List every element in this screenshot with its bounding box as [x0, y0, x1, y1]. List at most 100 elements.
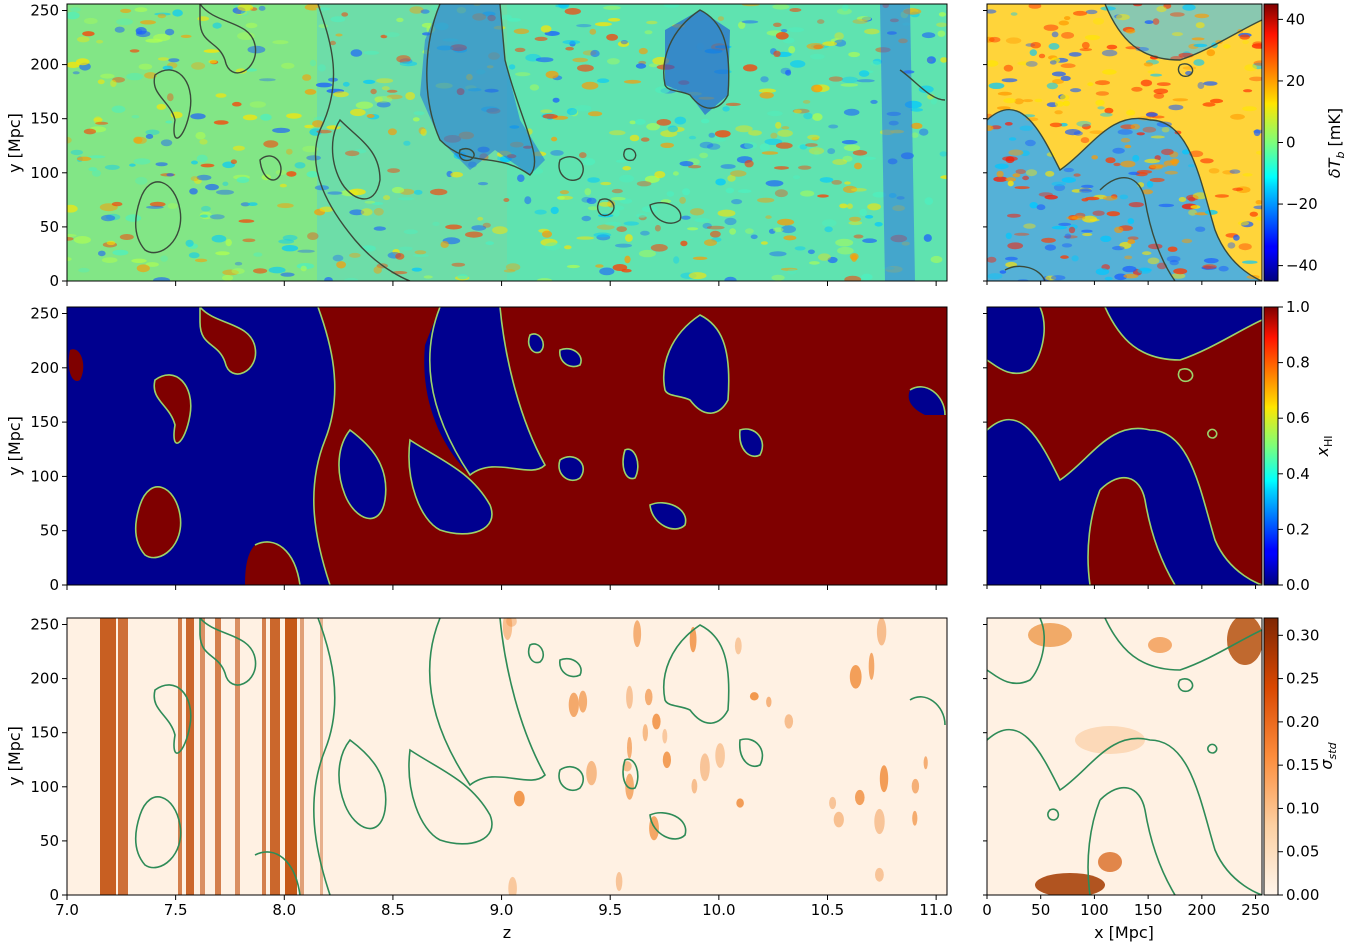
- colorbar-tick-label: 0.6: [1286, 409, 1310, 427]
- dtb-slice-speckle: [1022, 175, 1029, 181]
- dtb-lightcone-speckle: [803, 112, 813, 120]
- dtb-slice-texture: [987, 4, 1262, 281]
- sigma-lightcone-blob: [615, 872, 623, 891]
- dtb-lightcone-speckle: [91, 169, 102, 177]
- dtb-slice-speckle: [1085, 9, 1098, 15]
- dtb-lightcone-speckle: [775, 142, 793, 149]
- dtb-slice-speckle: [988, 82, 1005, 90]
- dtb-lightcone-speckle: [654, 171, 666, 179]
- dtb-slice-speckle: [1061, 243, 1073, 248]
- dtb-lightcone-speckle: [679, 196, 686, 204]
- dtb-lightcone-speckle: [588, 111, 603, 117]
- xhi-lightcone-contour: [134, 307, 946, 585]
- dtb-slice-speckle: [1044, 244, 1056, 251]
- dtb-lightcone-speckle: [167, 93, 174, 102]
- dtb-lightcone-speckle: [242, 114, 258, 121]
- dtb-lightcone-speckle: [111, 201, 123, 207]
- dtb-slice-speckle: [1124, 144, 1132, 149]
- dtb-lightcone-speckle: [172, 9, 183, 17]
- ylabel-bottom: y [Mpc]: [5, 726, 24, 786]
- dtb-lightcone-speckle: [317, 64, 326, 72]
- dtb-lightcone-speckle: [342, 81, 350, 87]
- dtb-lightcone-speckle: [744, 141, 758, 150]
- dtb-lightcone-speckle: [249, 101, 266, 108]
- dtb-lightcone-speckle: [780, 267, 798, 271]
- dtb-lightcone-speckle: [655, 86, 670, 94]
- dtb-lightcone-speckle: [348, 188, 366, 196]
- dtb-slice-speckle: [1119, 194, 1129, 200]
- dtb-lightcone-speckle: [799, 144, 808, 150]
- dtb-slice-speckle: [1161, 148, 1174, 156]
- dtb-lightcone-speckle: [234, 261, 243, 266]
- y-tick-label: 0: [49, 886, 59, 904]
- x-tick-label: 7.5: [164, 901, 188, 919]
- dtb-lightcone-speckle: [98, 250, 106, 257]
- dtb-lightcone-speckle: [205, 183, 219, 191]
- dtb-lightcone-speckle: [216, 189, 234, 195]
- dtb-lightcone-speckle: [926, 56, 937, 64]
- dtb-slice-speckle: [1204, 209, 1218, 215]
- dtb-slice-speckle: [1148, 243, 1163, 250]
- dtb-lightcone-speckle: [839, 203, 848, 209]
- dtb-lightcone-speckle: [843, 185, 858, 193]
- dtb-lightcone-speckle: [83, 128, 96, 135]
- dtb-lightcone-speckle: [540, 238, 558, 247]
- sigma-slice-hotspot-5: [1098, 852, 1122, 872]
- dtb-slice-speckle: [1054, 110, 1063, 115]
- dtb-lightcone-speckle: [694, 218, 710, 223]
- dtb-lightcone-speckle: [260, 113, 272, 121]
- dtb-lightcone-speckle: [623, 221, 639, 226]
- sigma-lightcone-blob: [627, 736, 632, 759]
- dtb-lightcone-speckle: [420, 128, 427, 136]
- dtb-slice-speckle: [1195, 22, 1205, 29]
- y-tick-label: 100: [30, 778, 59, 796]
- dtb-lightcone-speckle: [350, 108, 366, 117]
- dtb-lightcone-speckle: [278, 239, 295, 244]
- sigma-lightcone-blob: [736, 798, 744, 808]
- dtb-lightcone-speckle: [572, 57, 588, 63]
- dtb-lightcone-speckle: [936, 22, 947, 28]
- dtb-lightcone-speckle: [136, 264, 150, 273]
- dtb-lightcone-speckle: [72, 71, 80, 75]
- dtb-lightcone-speckle: [927, 94, 935, 100]
- dtb-lightcone-speckle: [827, 256, 838, 264]
- dtb-slice-speckle: [1073, 10, 1088, 16]
- dtb-lightcone-speckle: [587, 206, 599, 211]
- dtb-lightcone-speckle: [167, 203, 178, 209]
- dtb-slice-speckle: [1193, 59, 1205, 66]
- dtb-slice-speckle: [1239, 34, 1250, 40]
- dtb-lightcone-speckle: [761, 151, 779, 155]
- dtb-lightcone-speckle: [149, 201, 166, 207]
- dtb-lightcone-speckle: [930, 97, 937, 105]
- dtb-lightcone-speckle: [366, 114, 375, 118]
- dtb-slice-speckle: [1005, 177, 1016, 182]
- sigma-slice-background: [987, 618, 1262, 895]
- dtb-lightcone-speckle: [258, 5, 266, 11]
- dtb-slice-speckle: [1171, 273, 1186, 279]
- colorbar-tick-label: 0: [1286, 134, 1296, 152]
- dtb-lightcone-speckle: [364, 200, 376, 204]
- dtb-lightcone-speckle: [309, 59, 317, 67]
- dtb-lightcone-speckle: [126, 72, 144, 81]
- dtb-lightcone-speckle: [924, 197, 934, 206]
- dtb-lightcone-speckle: [82, 31, 95, 37]
- dtb-slice-speckle: [1095, 91, 1109, 96]
- dtb-lightcone-speckle: [88, 155, 106, 159]
- dtb-lightcone-speckle: [595, 264, 604, 268]
- dtb-slice-speckle: [987, 9, 997, 14]
- dtb-lightcone-speckle: [329, 40, 336, 46]
- xhi-lightcone-neutral-island-10: [528, 333, 544, 353]
- dtb-lightcone-speckle: [724, 217, 737, 226]
- y-tick-label: 250: [30, 305, 59, 323]
- dtb-slice-speckle: [1085, 196, 1100, 201]
- dtb-slice-speckle: [1156, 82, 1171, 86]
- dtb-lightcone-speckle: [188, 252, 200, 259]
- xlabel-x-mpc: x [Mpc]: [1094, 923, 1154, 942]
- sigma-lightcone-blob: [912, 810, 918, 826]
- dtb-lightcone-speckle: [129, 49, 140, 53]
- dtb-lightcone-speckle: [775, 121, 782, 129]
- dtb-lightcone-speckle: [371, 202, 384, 205]
- dtb-slice-speckle: [1081, 123, 1091, 130]
- xhi-lightcone-frame: [66, 306, 948, 586]
- dtb-lightcone-speckle: [413, 189, 423, 195]
